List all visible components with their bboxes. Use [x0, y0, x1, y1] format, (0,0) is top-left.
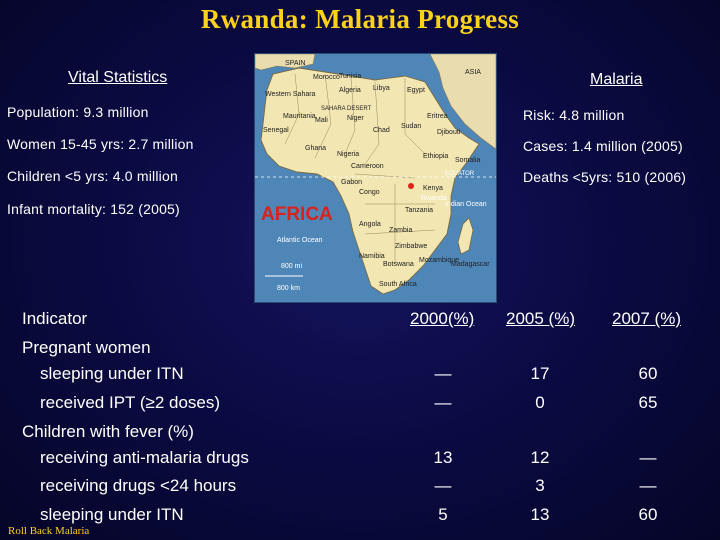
table-header-2007: 2007 (%) [612, 309, 681, 328]
map-label-mauritania: Mauritania [283, 113, 316, 120]
map-label-egypt: Egypt [407, 87, 425, 94]
map-label-scale-km: 800 km [277, 285, 300, 292]
slide-title: Rwanda: Malaria Progress [200, 4, 520, 34]
vital-women: Women 15-45 yrs: 2.7 million [7, 136, 194, 152]
vital-statistics-header: Vital Statistics [68, 69, 168, 86]
row-label: received IPT (≥2 doses) [40, 393, 221, 412]
map-label-spain: SPAIN [285, 60, 306, 67]
map-label-nigeria: Nigeria [337, 151, 359, 158]
map-label-namibia: Namibia [359, 253, 385, 260]
malaria-header: Malaria [590, 71, 643, 88]
row-value-2007: 65 [638, 393, 658, 412]
row-value-2005: 17 [530, 364, 550, 383]
malaria-risk: Risk: 4.8 million [523, 107, 625, 123]
map-label-angola: Angola [359, 221, 381, 228]
vital-population: Population: 9.3 million [7, 104, 149, 120]
row-label: receiving drugs <24 hours [40, 476, 237, 495]
map-label-asia: ASIA [465, 69, 481, 76]
map-label-western-sahara: Western Sahara [265, 91, 316, 98]
asia-land [429, 54, 496, 150]
map-label-sudan: Sudan [401, 123, 421, 130]
map-label-congo: Congo [359, 189, 380, 196]
map-label-libya: Libya [373, 85, 390, 92]
rwanda-marker [408, 183, 414, 189]
africa-map-svg: SPAIN ASIA Morocco Tunisia Libya Egypt A… [255, 54, 496, 295]
map-label-atlantic-ocean: Atlantic Ocean [277, 237, 323, 244]
row-value-2005: 0 [535, 393, 545, 412]
map-label-zambia: Zambia [389, 227, 412, 234]
table-header-2005: 2005 (%) [506, 309, 575, 328]
map-label-chad: Chad [373, 127, 390, 134]
table-group-pregnant-women: Pregnant women [22, 338, 151, 357]
malaria-cases: Cases: 1.4 million (2005) [523, 138, 683, 154]
map-label-ethiopia: Ethiopia [423, 153, 448, 160]
row-value-2000: — [434, 364, 452, 383]
row-value-2007: — [639, 448, 657, 467]
map-label-sahara: SAHARA DESERT [321, 106, 372, 112]
row-value-2000: — [434, 393, 452, 412]
map-label-zimbabwe: Zimbabwe [395, 243, 427, 250]
row-value-2005: 13 [530, 505, 550, 524]
row-value-2007: 60 [638, 364, 658, 383]
table-header-2000: 2000(%) [410, 309, 475, 328]
map-label-kenya: Kenya [423, 185, 443, 192]
row-label: receiving anti-malaria drugs [40, 448, 249, 467]
map-label-scale-mi: 800 mi [281, 263, 302, 270]
map-label-ghana: Ghana [305, 145, 326, 152]
map-label-djibouti: Djibouti [437, 129, 461, 136]
table-group-children-fever: Children with fever (%) [22, 422, 194, 441]
map-label-equator: EQUATOR [445, 171, 475, 177]
madagascar-land [457, 217, 474, 255]
africa-map: SPAIN ASIA Morocco Tunisia Libya Egypt A… [254, 53, 497, 303]
row-value-2007: 60 [638, 505, 658, 524]
map-label-gabon: Gabon [341, 179, 362, 186]
row-value-2007: — [639, 476, 657, 495]
table-header-indicator: Indicator [22, 309, 88, 328]
footer-source: Roll Back Malaria [8, 525, 90, 537]
map-label-botswana: Botswana [383, 261, 414, 268]
map-label-cameroon: Cameroon [351, 163, 384, 170]
row-label: sleeping under ITN [40, 505, 184, 524]
row-value-2000: 13 [433, 448, 453, 467]
map-label-morocco: Morocco [313, 74, 340, 81]
map-label-rwanda: Rwanda [421, 195, 447, 202]
malaria-deaths: Deaths <5yrs: 510 (2006) [523, 169, 687, 185]
vital-children: Children <5 yrs: 4.0 million [7, 168, 178, 184]
row-value-2005: 3 [535, 476, 545, 495]
map-label-somalia: Somalia [455, 157, 480, 164]
row-label: sleeping under ITN [40, 364, 184, 383]
map-label-mali: Mali [315, 117, 328, 124]
map-label-indian-ocean: Indian Ocean [445, 201, 487, 208]
europe-land [255, 54, 316, 71]
map-label-tunisia: Tunisia [339, 73, 361, 80]
map-label-niger: Niger [347, 115, 364, 122]
map-label-madagascar: Madagascar [451, 261, 490, 268]
map-label-mozambique: Mozambique [419, 257, 459, 264]
row-value-2000: 5 [438, 505, 448, 524]
map-title-africa: AFRICA [261, 204, 333, 225]
map-label-south-africa: South Africa [379, 281, 417, 288]
map-label-eritrea: Eritrea [427, 113, 448, 120]
map-label-algeria: Algeria [339, 87, 361, 94]
map-label-tanzania: Tanzania [405, 207, 433, 214]
row-value-2000: — [434, 476, 452, 495]
africa-land [260, 67, 480, 295]
row-value-2005: 12 [530, 448, 550, 467]
vital-infant-mortality: Infant mortality: 152 (2005) [7, 201, 180, 217]
map-label-senegal: Senegal [263, 127, 289, 134]
